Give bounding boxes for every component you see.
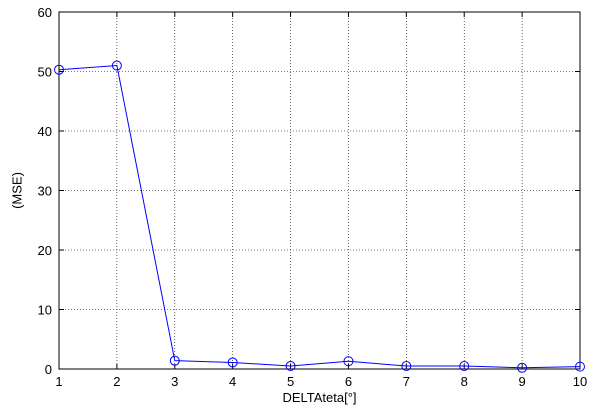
axis-ticks: 1 2 3 4 5 6 7 8 9 10 0 10 20 30 40 50 60 <box>38 5 588 389</box>
x-tick-label: 9 <box>518 374 525 389</box>
data-point <box>111 60 122 71</box>
x-tick-label: 8 <box>461 374 468 389</box>
y-tick-label: 50 <box>38 65 52 80</box>
y-tick-label: 30 <box>38 184 52 199</box>
x-tick-label: 5 <box>287 374 294 389</box>
y-tick-label: 60 <box>38 5 52 20</box>
y-tick-label: 20 <box>38 243 52 258</box>
data-point <box>285 361 296 372</box>
series-layer <box>54 60 585 373</box>
y-tick-label: 10 <box>38 303 52 318</box>
x-tick-label: 2 <box>113 374 120 389</box>
data-point <box>459 361 470 372</box>
x-tick-label: 1 <box>55 374 62 389</box>
x-tick-label: 3 <box>171 374 178 389</box>
x-tick-label: 7 <box>403 374 410 389</box>
grid-lines <box>58 11 581 370</box>
x-tick-label: 6 <box>345 374 352 389</box>
y-tick-label: 0 <box>45 362 52 377</box>
data-point <box>575 361 585 372</box>
x-tick-label: 10 <box>573 374 587 389</box>
data-point <box>54 64 64 75</box>
data-point <box>517 362 528 373</box>
data-point <box>401 361 412 372</box>
y-axis-title: (MSE) <box>9 172 24 209</box>
data-point <box>169 355 180 366</box>
x-axis-title: DELTAteta[°] <box>282 390 356 405</box>
data-point <box>343 356 354 367</box>
x-tick-label: 4 <box>229 374 236 389</box>
data-point <box>227 357 238 368</box>
series-line <box>58 65 581 369</box>
y-tick-label: 40 <box>38 124 52 139</box>
